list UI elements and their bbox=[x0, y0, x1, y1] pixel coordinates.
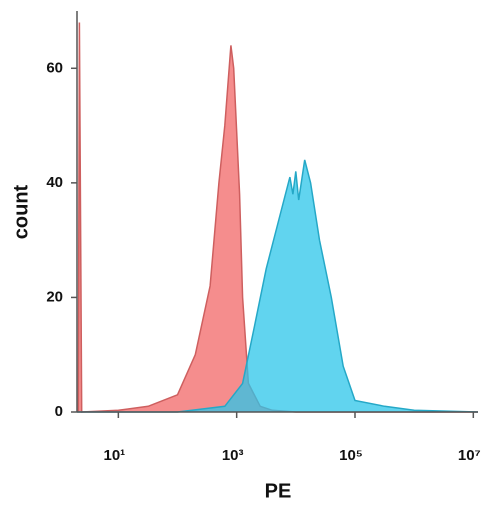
y-tick-label: 40 bbox=[46, 174, 63, 191]
x-axis-label: PE bbox=[265, 480, 292, 502]
y-tick-label: 0 bbox=[55, 403, 63, 420]
x-tick-label: 10⁵ bbox=[339, 447, 363, 464]
y-axis-label: count bbox=[10, 184, 32, 239]
x-tick-label: 10⁷ bbox=[458, 447, 481, 464]
area-line bbox=[77, 159, 479, 413]
area-fill bbox=[77, 159, 478, 412]
x-tick-label: 10³ bbox=[222, 447, 244, 464]
y-tick-label: 20 bbox=[46, 288, 63, 305]
x-tick-label: 10¹ bbox=[104, 447, 126, 464]
y-tick-label: 60 bbox=[46, 59, 63, 76]
